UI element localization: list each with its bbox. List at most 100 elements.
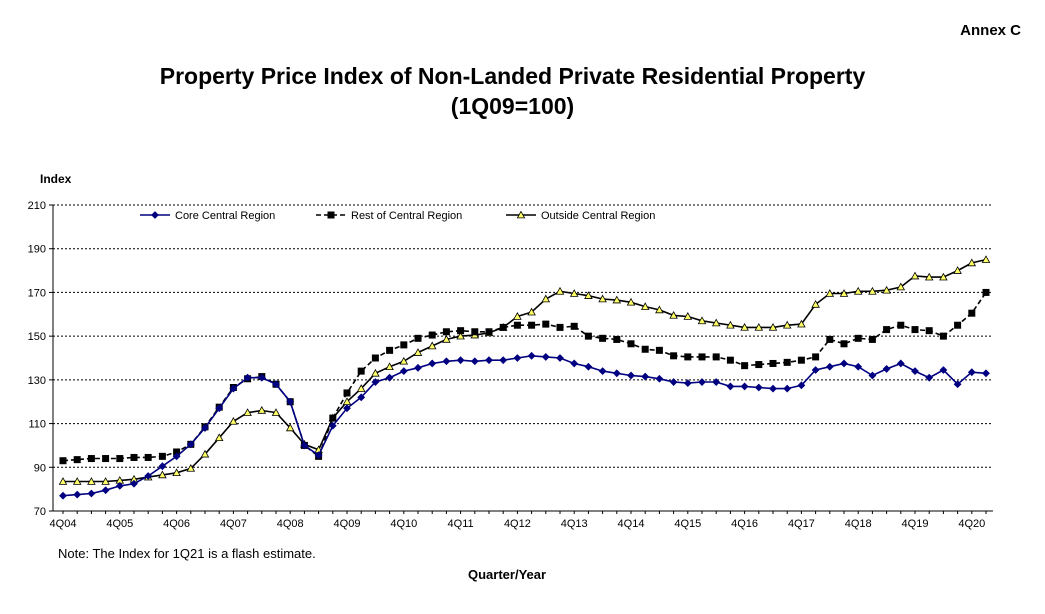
data-point xyxy=(570,359,579,368)
data-point xyxy=(499,356,508,365)
data-point xyxy=(640,302,650,310)
data-point xyxy=(428,359,437,368)
chart-subtitle: (1Q09=100) xyxy=(450,93,575,119)
series-rest-of-central-region xyxy=(59,288,990,465)
data-point xyxy=(243,408,252,416)
data-point xyxy=(612,369,621,378)
data-point xyxy=(570,322,578,330)
legend-item: Outside Central Region xyxy=(506,210,655,222)
data-point xyxy=(485,356,493,365)
data-point xyxy=(59,457,67,465)
data-point xyxy=(87,489,96,498)
data-point xyxy=(612,295,622,304)
y-tick-label: 190 xyxy=(28,244,46,256)
data-point xyxy=(200,449,210,458)
data-point xyxy=(144,472,153,480)
x-tick-label: 4Q18 xyxy=(845,518,872,530)
data-point xyxy=(953,380,962,389)
data-point xyxy=(541,294,551,303)
y-tick-label: 210 xyxy=(28,200,46,212)
data-point xyxy=(613,335,621,343)
data-point xyxy=(371,378,380,386)
x-axis-label: Quarter/Year xyxy=(468,567,547,582)
data-point xyxy=(598,294,607,303)
data-point xyxy=(527,307,536,316)
gridlines xyxy=(53,204,993,468)
data-point xyxy=(541,353,550,361)
data-point xyxy=(925,373,934,382)
x-tick-label: 4Q11 xyxy=(448,518,474,530)
data-point xyxy=(911,326,919,334)
data-point xyxy=(343,404,351,413)
data-point xyxy=(712,378,721,386)
data-point xyxy=(868,371,877,380)
data-point xyxy=(569,289,579,297)
data-point xyxy=(868,335,876,343)
data-point xyxy=(272,380,280,389)
data-point xyxy=(513,312,522,320)
data-point xyxy=(698,353,706,361)
footnote: Note: The Index for 1Q21 is a flash esti… xyxy=(58,546,316,561)
data-point xyxy=(584,362,593,371)
data-point xyxy=(144,453,152,461)
data-point xyxy=(556,354,564,362)
legend-marker xyxy=(151,211,159,219)
data-point xyxy=(740,382,749,391)
x-tick-label: 4Q08 xyxy=(277,518,304,530)
data-point xyxy=(257,406,267,414)
data-point xyxy=(59,491,67,500)
data-point xyxy=(626,297,636,306)
legend-marker xyxy=(516,210,526,219)
data-point xyxy=(925,327,933,335)
data-point xyxy=(726,382,735,391)
data-point xyxy=(427,341,437,350)
x-tick-label: 4Q05 xyxy=(106,518,133,530)
data-point xyxy=(896,359,905,368)
data-point xyxy=(385,373,394,382)
data-point xyxy=(158,470,167,479)
y-tick-label: 150 xyxy=(28,331,46,343)
legend-item: Rest of Central Region xyxy=(316,210,462,222)
data-point xyxy=(442,328,450,336)
data-point xyxy=(584,291,593,299)
data-point xyxy=(882,365,891,373)
data-point xyxy=(697,316,707,325)
y-tick-label: 90 xyxy=(34,462,46,474)
data-point xyxy=(853,286,863,295)
x-tick-label: 4Q12 xyxy=(504,518,531,530)
annex-label: Annex C xyxy=(960,22,1021,39)
series-outside-central-region xyxy=(58,255,991,485)
data-point xyxy=(58,477,68,485)
data-point xyxy=(172,452,181,461)
data-point xyxy=(797,356,805,364)
data-point xyxy=(981,255,991,263)
data-point xyxy=(939,332,947,340)
data-point xyxy=(413,348,423,356)
data-point xyxy=(683,379,692,388)
data-point xyxy=(456,356,465,365)
y-tick-label: 110 xyxy=(28,419,46,431)
data-point xyxy=(655,346,663,354)
data-point xyxy=(385,362,394,371)
data-point xyxy=(229,416,238,425)
data-point xyxy=(726,356,734,364)
x-tick-label: 4Q15 xyxy=(674,518,701,530)
data-point xyxy=(840,340,848,348)
y-axis-label: Index xyxy=(40,172,72,186)
data-point xyxy=(768,322,778,331)
data-point xyxy=(797,319,806,328)
data-point xyxy=(102,455,110,463)
data-point xyxy=(698,378,706,386)
data-point xyxy=(868,286,877,295)
x-tick-label: 4Q19 xyxy=(902,518,929,530)
data-point xyxy=(442,334,451,343)
data-point xyxy=(754,383,763,392)
data-point xyxy=(343,389,351,397)
data-point xyxy=(684,353,692,361)
data-point xyxy=(130,453,138,461)
data-point xyxy=(356,384,366,392)
data-point xyxy=(101,477,110,485)
legend: Core Central Region Rest of Central Regio… xyxy=(140,210,655,222)
data-point xyxy=(542,320,550,328)
